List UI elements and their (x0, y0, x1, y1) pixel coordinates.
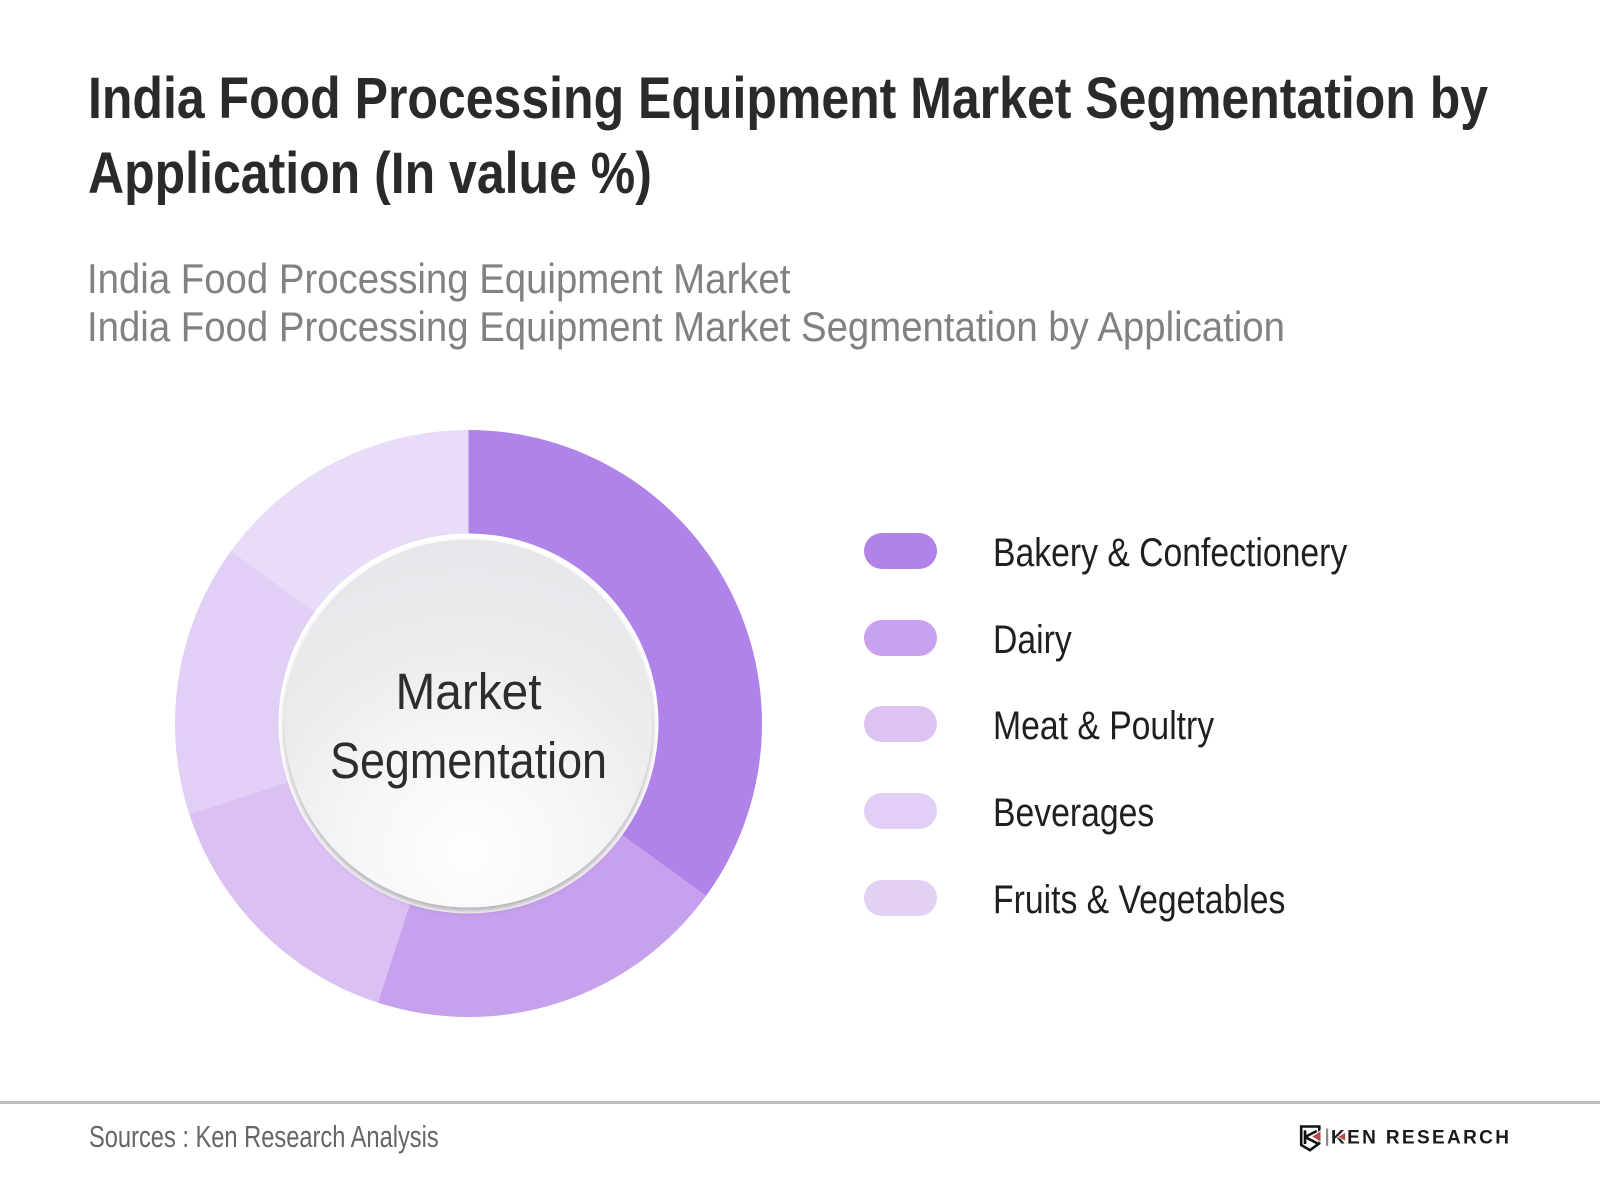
svg-text:KEN RESEARCH: KEN RESEARCH (1331, 1128, 1509, 1149)
svg-text:Segmentation: Segmentation (330, 732, 607, 789)
svg-text:Market: Market (396, 663, 542, 720)
